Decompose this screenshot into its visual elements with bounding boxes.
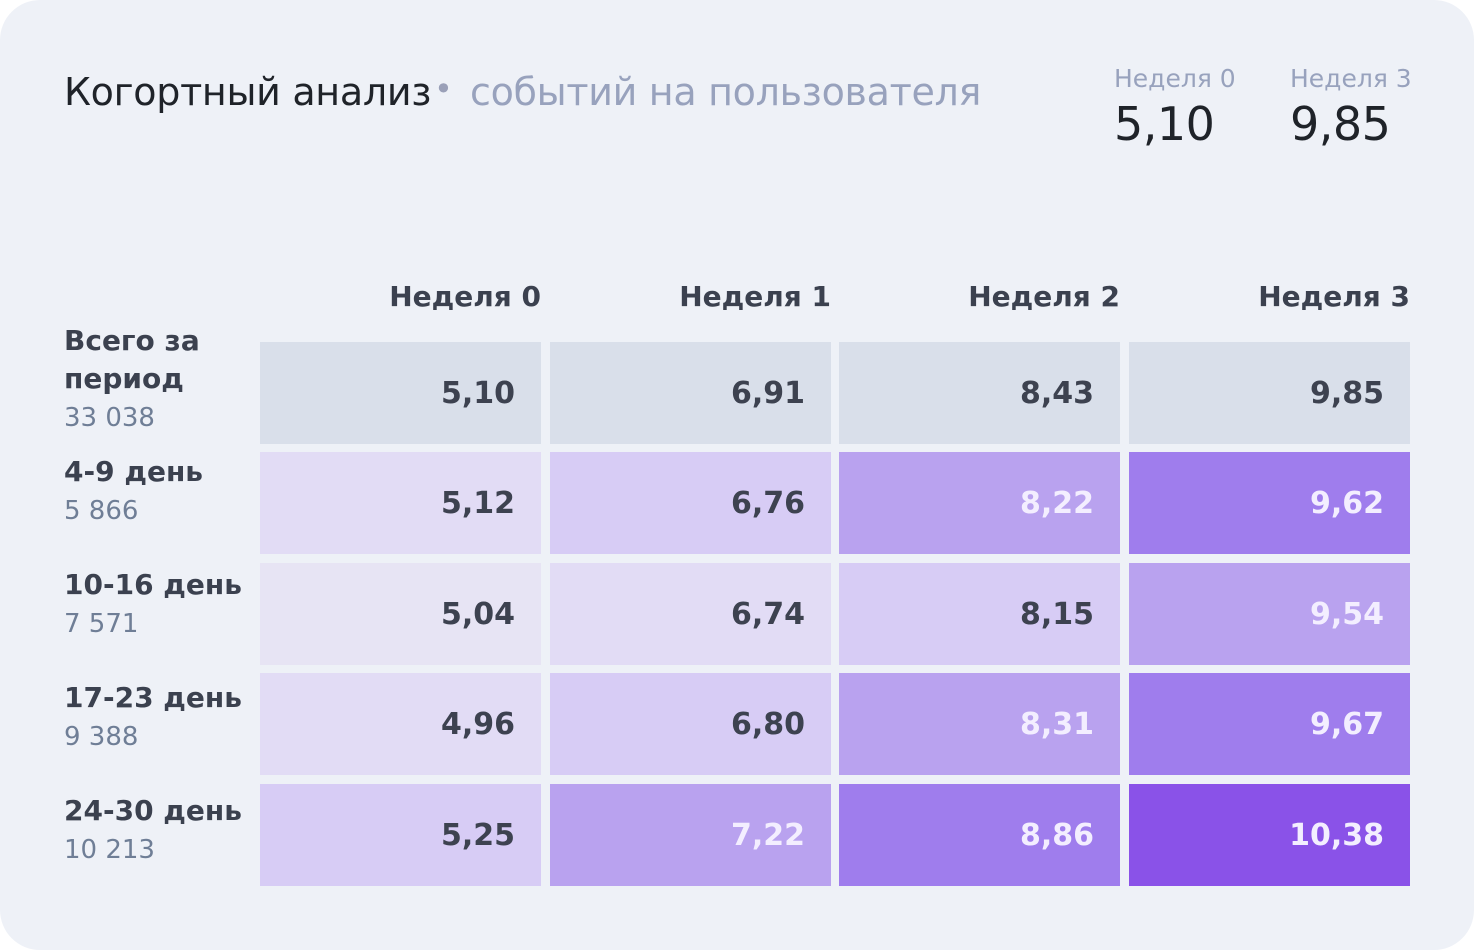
- heatmap-cell: 7,22: [550, 784, 831, 886]
- heatmap-cell: 8,22: [839, 452, 1120, 554]
- column-header: Неделя 3: [1258, 280, 1410, 313]
- heatmap-cell: 6,80: [550, 673, 831, 775]
- row-count: 5 866: [64, 496, 139, 526]
- row-count: 10 213: [64, 835, 155, 865]
- row-label: 24-30 день 10 213: [64, 792, 242, 868]
- summary-value: 9,85: [1290, 97, 1391, 151]
- heatmap-cell: 8,31: [839, 673, 1120, 775]
- heatmap-cell: 8,86: [839, 784, 1120, 886]
- heatmap-cell: 6,91: [550, 342, 831, 444]
- row-label: Всего за период 33 038: [64, 322, 254, 436]
- page-title: Когортный анализ: [64, 70, 432, 114]
- row-label: 17-23 день 9 388: [64, 679, 242, 755]
- heatmap-cell: 6,74: [550, 563, 831, 665]
- heatmap-cell: 9,62: [1129, 452, 1410, 554]
- row-count: 9 388: [64, 722, 139, 752]
- row-name: 17-23 день: [64, 681, 242, 714]
- row-label: 10-16 день 7 571: [64, 566, 242, 642]
- row-label: 4-9 день 5 866: [64, 453, 203, 529]
- page-subtitle: событий на пользователя: [470, 70, 982, 114]
- heatmap-cell: 5,25: [260, 784, 541, 886]
- heatmap-cell: 4,96: [260, 673, 541, 775]
- heatmap-cell: 5,04: [260, 563, 541, 665]
- summary-value: 5,10: [1114, 97, 1215, 151]
- heatmap-cell: 6,76: [550, 452, 831, 554]
- title-separator: •: [434, 70, 453, 108]
- column-header: Неделя 0: [389, 280, 541, 313]
- column-header: Неделя 2: [968, 280, 1120, 313]
- summary-label: Неделя 0: [1114, 64, 1236, 93]
- heatmap-cell: 5,12: [260, 452, 541, 554]
- heatmap-cell: 9,85: [1129, 342, 1410, 444]
- summary-week-3: Неделя 3 9,85: [1290, 64, 1412, 151]
- row-count: 7 571: [64, 609, 139, 639]
- heatmap-cell: 8,15: [839, 563, 1120, 665]
- row-name: 24-30 день: [64, 794, 242, 827]
- row-name: 4-9 день: [64, 455, 203, 488]
- heatmap-cell: 8,43: [839, 342, 1120, 444]
- row-name: Всего за период: [64, 324, 200, 395]
- heatmap-cell: 9,67: [1129, 673, 1410, 775]
- heatmap-cell: 10,38: [1129, 784, 1410, 886]
- row-count: 33 038: [64, 403, 155, 433]
- row-name: 10-16 день: [64, 568, 242, 601]
- summary-week-0: Неделя 0 5,10: [1114, 64, 1236, 151]
- heatmap-cell: 9,54: [1129, 563, 1410, 665]
- column-header: Неделя 1: [679, 280, 831, 313]
- summary-label: Неделя 3: [1290, 64, 1412, 93]
- heatmap-cell: 5,10: [260, 342, 541, 444]
